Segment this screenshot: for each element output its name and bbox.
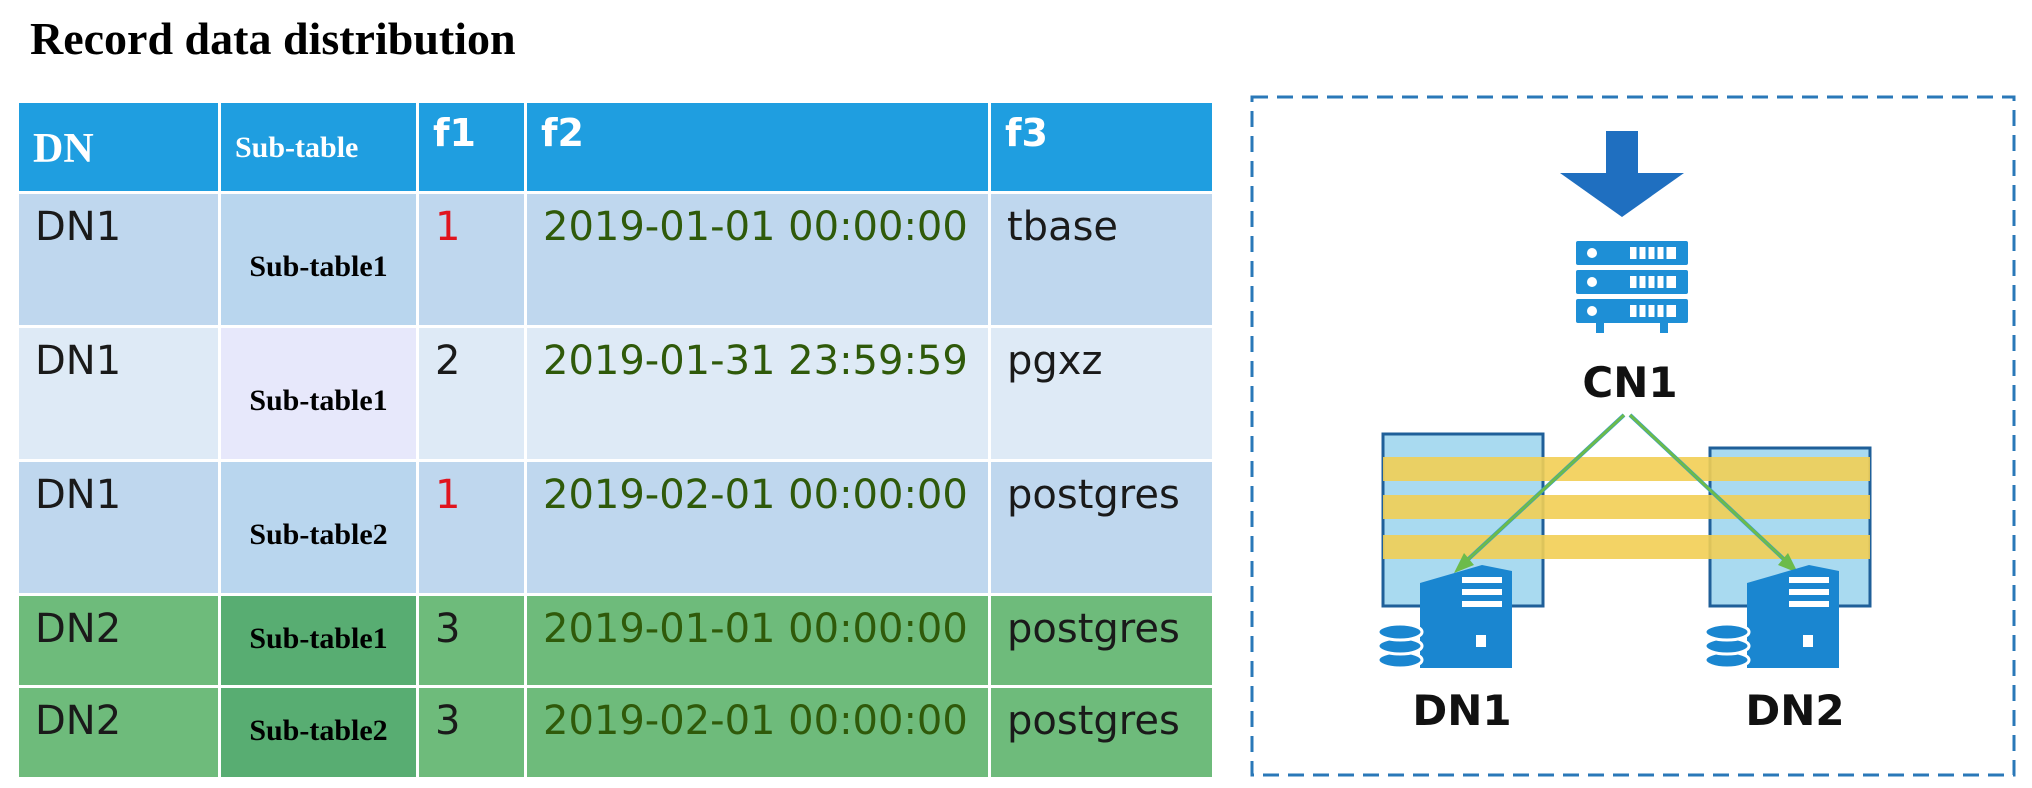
f1-cell: 3: [416, 685, 527, 780]
f1-cell: 1: [416, 459, 527, 596]
cn1-label: CN1: [1582, 358, 1677, 407]
f3-cell: postgres: [988, 685, 1215, 780]
distribution-table: DN Sub-table f1 f2 f3 DN1 Sub-table1 1 2…: [16, 100, 1215, 780]
column-header-subtable: Sub-table: [218, 100, 419, 194]
table-header-row: DN Sub-table f1 f2 f3: [16, 100, 1215, 194]
subtable-cell: Sub-table1: [218, 325, 419, 462]
dn-cell: DN2: [16, 685, 221, 780]
page-title: Record data distribution: [30, 13, 516, 64]
f3-cell: tbase: [988, 191, 1215, 328]
arrowhead-left-icon: [1454, 553, 1474, 573]
column-header-f2: f2: [524, 100, 991, 194]
f1-cell: 3: [416, 593, 527, 688]
dn1-server-icon: [1420, 565, 1512, 668]
table-row: DN1 Sub-table1 2 2019-01-31 23:59:59 pgx…: [16, 325, 1215, 462]
column-header-f3: f3: [988, 100, 1215, 194]
column-header-dn: DN: [16, 100, 221, 194]
table-row: DN2 Sub-table1 3 2019-01-01 00:00:00 pos…: [16, 593, 1215, 688]
diagram-frame: [1250, 95, 2016, 777]
table-row: DN1 Sub-table2 1 2019-02-01 00:00:00 pos…: [16, 459, 1215, 596]
f2-cell: 2019-01-31 23:59:59: [524, 325, 991, 462]
f2-cell: 2019-01-01 00:00:00: [524, 593, 991, 688]
dn-cell: DN1: [16, 191, 221, 328]
dn1-label: DN1: [1412, 686, 1511, 735]
subtable-cell: Sub-table2: [218, 459, 419, 596]
table-row: DN1 Sub-table1 1 2019-01-01 00:00:00 tba…: [16, 191, 1215, 328]
f1-cell: 1: [416, 191, 527, 328]
cluster-diagram: CN1 DN1 DN2: [1250, 95, 2016, 777]
f2-cell: 2019-01-01 00:00:00: [524, 191, 991, 328]
subtable-cell: Sub-table1: [218, 593, 419, 688]
dn1-database-icon: [1376, 622, 1424, 670]
dn2-label: DN2: [1745, 686, 1844, 735]
dn-cell: DN2: [16, 593, 221, 688]
arrowhead-right-icon: [1778, 553, 1798, 573]
dn2-database-icon: [1703, 622, 1751, 670]
table-row: DN2 Sub-table2 3 2019-02-01 00:00:00 pos…: [16, 685, 1215, 780]
f2-cell: 2019-02-01 00:00:00: [524, 685, 991, 780]
dn2-server-icon: [1747, 565, 1839, 668]
down-arrow-icon: [1560, 131, 1684, 217]
column-header-f1: f1: [416, 100, 527, 194]
dn-cell: DN1: [16, 459, 221, 596]
subtable-cell: Sub-table1: [218, 191, 419, 328]
f3-cell: postgres: [988, 593, 1215, 688]
f3-cell: pgxz: [988, 325, 1215, 462]
dn-cell: DN1: [16, 325, 221, 462]
f1-cell: 2: [416, 325, 527, 462]
subtable-cell: Sub-table2: [218, 685, 419, 780]
f3-cell: postgres: [988, 459, 1215, 596]
data-bands: [1383, 457, 1870, 559]
f2-cell: 2019-02-01 00:00:00: [524, 459, 991, 596]
